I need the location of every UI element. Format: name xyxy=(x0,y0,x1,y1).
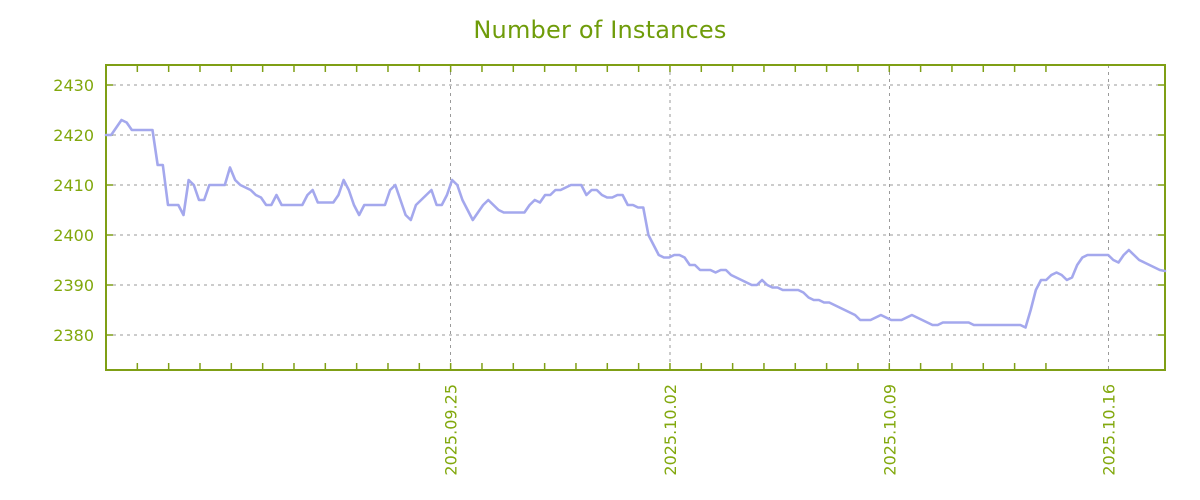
plot-background xyxy=(106,65,1165,370)
x-axis-labels: 2025.09.25 2025.10.02 2025.10.09 2025.10.16 xyxy=(442,384,1119,476)
x-axis-tick-label: 2025.09.25 xyxy=(442,384,461,476)
page-title: Number of Instances xyxy=(473,16,727,44)
plot-frame xyxy=(105,64,1166,371)
series-line-number-of-instances xyxy=(104,118,1167,329)
x-axis-tick-label: 2025.10.02 xyxy=(661,384,680,476)
x-axis-tickmarks xyxy=(105,65,1047,370)
x-axis-tick-label: 2025.10.16 xyxy=(1100,384,1119,476)
y-axis-tick-label: 2400 xyxy=(53,226,94,245)
y-axis-tick-label: 2390 xyxy=(53,276,94,295)
y-axis-tick-label: 2380 xyxy=(53,326,94,345)
y-axis-tick-label: 2410 xyxy=(53,176,94,195)
y-axis-labels: 2380 2390 2400 2410 2420 2430 xyxy=(53,76,94,345)
data-series-group xyxy=(104,118,1167,329)
horizontal-gridlines xyxy=(106,84,1165,336)
x-axis-tick-label: 2025.10.09 xyxy=(880,384,899,476)
y-axis-tick-label: 2420 xyxy=(53,126,94,145)
y-axis-tick-label: 2430 xyxy=(53,76,94,95)
